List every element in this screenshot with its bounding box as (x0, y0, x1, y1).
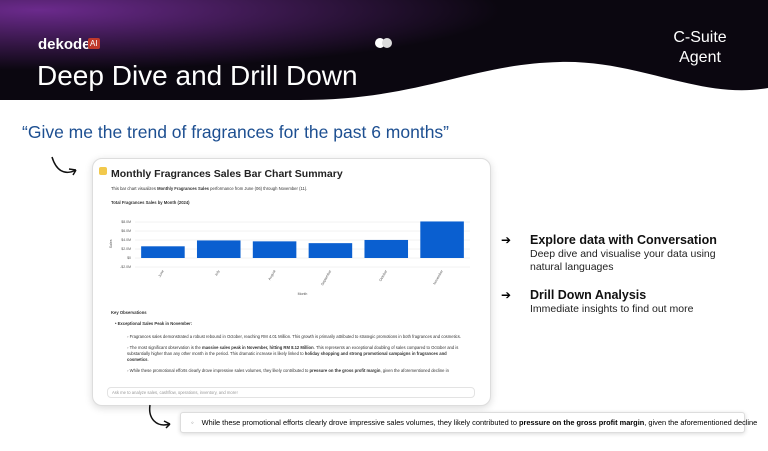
icon (99, 167, 107, 175)
description: This bar chart visualizes Monthly Fragra… (111, 186, 307, 192)
callout: ◦ While these promotional efforts clearly… (180, 412, 757, 433)
text: pressure on the gross profit margin (309, 368, 381, 373)
text: holiday shopping and strong promotional … (127, 351, 447, 362)
feature: ➔ Drill Down Analysis Immediate insights … (501, 288, 750, 316)
text: This bar chart visualizes (111, 186, 158, 191)
obs-bullet: • Exceptional Sales Peak in November: (115, 321, 193, 326)
text: . (147, 357, 149, 362)
card: Monthly Fragrances Sales Bar Chart Summa… (92, 158, 491, 406)
text: , given the aforementioned decline (644, 418, 758, 427)
text: While these promotional efforts clearly … (201, 418, 520, 427)
text: performance from June (06) through Novem… (209, 186, 308, 191)
text: While these promotional efforts clearly … (129, 368, 310, 373)
text: massive sales peak in November, hitting … (201, 345, 314, 350)
feature-title: Drill Down Analysis (530, 288, 647, 302)
chart-title: Total Fragrances Sales by Month (2024) (111, 200, 190, 205)
feature-text: Deep dive and visualise your data using … (530, 248, 716, 273)
header-bg (0, 0, 768, 100)
arrow (148, 404, 171, 429)
text: Exceptional Sales Peak in November: (117, 321, 193, 326)
card-title: Monthly Fragrances Sales Bar Chart Summa… (111, 168, 343, 180)
text: Fragrances sales demonstrated a robust r… (129, 334, 462, 339)
text: The most significant observation is the (129, 345, 202, 350)
obs-heading: Key Observations (111, 310, 147, 315)
arrow (51, 156, 77, 176)
feature-text: Immediate insights to find out more (530, 303, 694, 315)
text: Monthly Fragrances Sales (157, 186, 209, 191)
feature-title: Explore data with Conversation (530, 233, 717, 247)
quote: “Give me the trend of fragrances for the… (22, 122, 450, 142)
feature: ➔ Explore data with Conversation Deep div… (501, 233, 750, 274)
text: , given the aforementioned decline in (380, 368, 449, 373)
title: Deep Dive and Drill Down (37, 60, 358, 91)
chat-input[interactable]: Ask me to analyze sales, cashflow, opera… (107, 387, 475, 398)
badge: AI (88, 38, 100, 49)
text: . This represents an exceptional doublin… (127, 345, 459, 356)
obs-items: ◦ Fragrances sales demonstrated a robust… (127, 334, 462, 373)
text: pressure on the gross profit margin (519, 418, 645, 427)
brand: dekode (38, 36, 91, 53)
tag: C-Suite Agent (673, 29, 727, 66)
